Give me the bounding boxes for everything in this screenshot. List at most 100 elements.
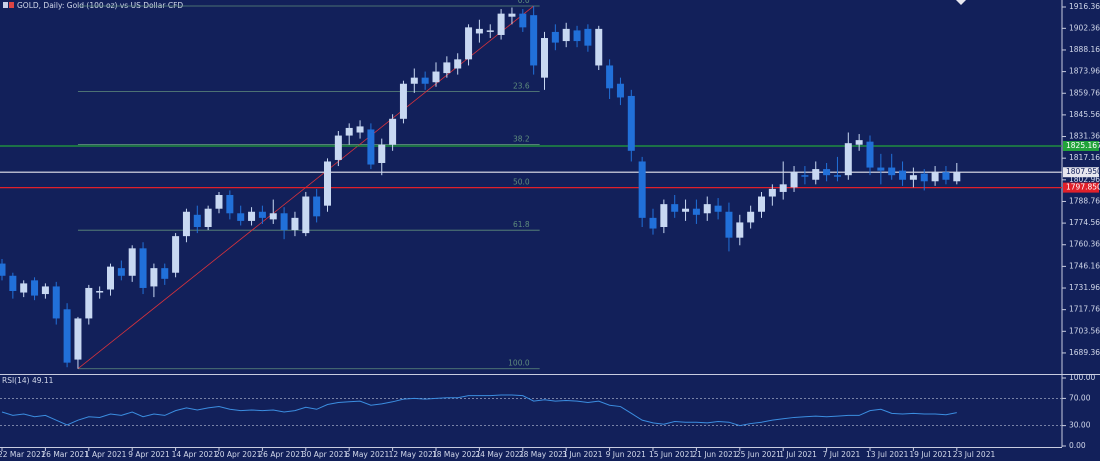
rsi-tick-label: 100.00 <box>1069 373 1095 382</box>
y-tick-label: 1902.360 <box>1069 23 1100 32</box>
candle-body <box>237 213 245 221</box>
candle-body <box>52 286 60 319</box>
price-tag-label: 1825.167 <box>1066 141 1100 150</box>
x-tick-label: 26 Apr 2021 <box>258 450 305 459</box>
price-tag <box>1063 167 1099 178</box>
candle-body <box>508 13 516 17</box>
y-tick-label: 1845.560 <box>1069 110 1100 119</box>
candle-body <box>215 194 223 209</box>
candle-body <box>193 214 201 228</box>
fib-label: 38.2 <box>513 135 530 144</box>
candle-body <box>638 161 646 218</box>
chart-title: GOLD, Daily: Gold (100 oz) vs US Dollar … <box>17 1 183 10</box>
candle-body <box>421 77 429 84</box>
candle-body <box>909 175 917 180</box>
candle-body <box>367 129 375 165</box>
candle-body <box>248 211 256 221</box>
candle-body <box>768 188 776 197</box>
fib-label: 50.0 <box>513 177 530 186</box>
y-tick-label: 1817.160 <box>1069 153 1100 162</box>
candle-body <box>291 217 299 231</box>
y-tick-label: 1859.760 <box>1069 88 1100 97</box>
x-tick-label: 26 Mar 2021 <box>41 450 89 459</box>
candle-body <box>823 169 831 176</box>
candle-body <box>497 13 505 35</box>
candle-body <box>790 172 798 188</box>
x-tick-label: 22 Mar 2021 <box>0 450 46 459</box>
candle-body <box>541 38 548 78</box>
y-tick-label: 1788.760 <box>1069 196 1100 205</box>
candle-body <box>551 31 559 43</box>
candle-body <box>519 13 527 28</box>
candle-body <box>9 275 17 292</box>
candle-body <box>562 28 570 42</box>
candle-body <box>356 126 364 133</box>
candle-body <box>627 95 635 151</box>
x-tick-label: 1 Apr 2021 <box>85 450 127 459</box>
x-tick-label: 9 Apr 2021 <box>128 450 170 459</box>
candle-body <box>486 30 494 32</box>
candle-body <box>107 266 114 290</box>
x-tick-label: 20 Apr 2021 <box>215 450 262 459</box>
candle-body <box>931 172 939 182</box>
rsi-tick-label: 70.00 <box>1069 393 1091 402</box>
x-tick-label: 21 Jun 2021 <box>692 450 737 459</box>
candle-body <box>302 196 310 234</box>
fib-label: 100.0 <box>508 359 530 368</box>
candle-body <box>584 28 592 46</box>
y-tick-label: 1873.960 <box>1069 67 1100 76</box>
candle-body <box>649 217 657 229</box>
candle-body <box>747 211 755 223</box>
symbol-flag <box>3 2 14 8</box>
candle-body <box>399 83 407 119</box>
candle-body <box>389 118 397 145</box>
candle-body <box>378 144 386 163</box>
x-tick-label: 9 Jun 2021 <box>606 450 647 459</box>
candle-body <box>779 184 787 192</box>
candle-body <box>128 248 136 276</box>
y-tick-label: 1760.360 <box>1069 240 1100 249</box>
candle-body <box>833 175 841 177</box>
y-tick-label: 1774.560 <box>1069 218 1100 227</box>
candle-body <box>573 30 581 42</box>
y-tick-label: 1746.160 <box>1069 261 1100 270</box>
candle-body <box>0 263 6 276</box>
x-tick-label: 13 Jul 2021 <box>866 450 909 459</box>
candle-body <box>41 286 49 295</box>
candle-body <box>920 173 928 182</box>
candle-body <box>899 170 907 180</box>
candle-body <box>942 172 950 180</box>
candle-body <box>31 280 39 296</box>
candle-body <box>465 27 473 60</box>
fib-label: 23.6 <box>513 82 530 91</box>
candle-body <box>725 211 733 238</box>
candle-body <box>530 15 538 66</box>
x-tick-label: 30 Apr 2021 <box>302 450 349 459</box>
candle-body <box>703 204 711 214</box>
x-tick-label: 3 Jun 2021 <box>562 450 603 459</box>
indicator-label: RSI(14) 49.11 <box>2 376 54 385</box>
x-tick-label: 25 Jun 2021 <box>736 450 781 459</box>
x-tick-label: 7 Jul 2021 <box>823 450 861 459</box>
y-tick-label: 1689.360 <box>1069 348 1100 357</box>
candle-body <box>866 141 874 168</box>
candle-body <box>877 167 885 171</box>
x-tick-label: 6 May 2021 <box>345 450 389 459</box>
candle-body <box>855 140 863 145</box>
candle-body <box>20 283 28 293</box>
candle-body <box>96 291 104 293</box>
scroll-marker[interactable] <box>956 0 966 5</box>
x-tick-label: 24 May 2021 <box>475 450 524 459</box>
price-tag-label: 1797.850 <box>1066 183 1100 192</box>
candle-body <box>334 135 342 160</box>
candle-body <box>443 62 451 74</box>
fib-label: 0.0 <box>518 0 530 5</box>
candle-body <box>63 309 71 363</box>
candle-body <box>139 248 147 288</box>
candle-body <box>258 211 266 218</box>
candle-body <box>432 71 440 83</box>
candle-body <box>117 268 125 276</box>
x-tick-label: 28 May 2021 <box>519 450 568 459</box>
candle-body <box>454 59 462 69</box>
candle-body <box>844 143 852 176</box>
